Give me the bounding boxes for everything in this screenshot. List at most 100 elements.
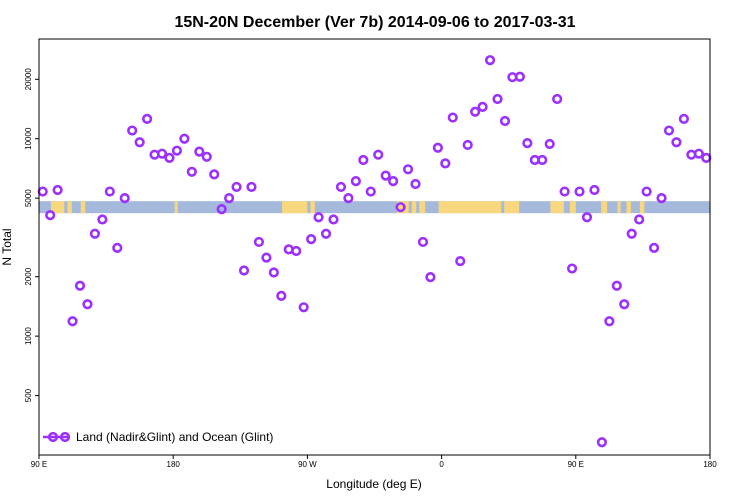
data-point xyxy=(119,193,130,204)
y-tick-label: 1000 xyxy=(24,327,33,345)
data-points xyxy=(37,55,712,448)
data-point xyxy=(455,255,466,267)
y-tick-label: 5000 xyxy=(24,189,33,207)
map-land xyxy=(80,201,86,214)
data-point xyxy=(671,137,682,148)
data-point xyxy=(291,245,302,257)
data-point xyxy=(328,214,339,225)
data-point xyxy=(82,299,93,310)
data-point xyxy=(373,149,384,160)
data-point xyxy=(574,186,585,197)
y-tick-label: 500 xyxy=(24,388,33,402)
data-point xyxy=(410,178,421,190)
data-point xyxy=(224,193,235,204)
data-point xyxy=(544,138,555,150)
data-point xyxy=(626,228,637,239)
data-point xyxy=(462,139,473,151)
x-tick-label: 180 xyxy=(703,460,717,469)
data-point xyxy=(253,236,265,248)
legend: Land (Nadir&Glint) and Ocean (Glint) xyxy=(43,430,273,444)
map-land xyxy=(626,201,631,214)
map-strip xyxy=(39,201,710,214)
data-point xyxy=(231,181,242,193)
data-point xyxy=(97,214,108,225)
data-point xyxy=(298,302,309,313)
map-land xyxy=(310,201,315,214)
legend-label: Land (Nadir&Glint) and Ocean (Glint) xyxy=(76,430,273,444)
data-point xyxy=(470,106,481,117)
data-point xyxy=(67,316,78,327)
data-point xyxy=(656,193,667,204)
data-point xyxy=(142,113,153,125)
data-point xyxy=(37,186,48,197)
map-ocean xyxy=(39,201,710,214)
data-point xyxy=(559,186,570,197)
data-point xyxy=(499,115,511,127)
data-point xyxy=(171,145,183,156)
data-point xyxy=(619,299,630,310)
data-point xyxy=(238,265,250,276)
data-point xyxy=(648,242,660,253)
data-point xyxy=(388,176,399,187)
data-point xyxy=(596,437,607,448)
map-land xyxy=(617,201,621,214)
plot-frame xyxy=(38,38,711,456)
map-land xyxy=(601,201,608,214)
x-axis-label: Longitude (deg E) xyxy=(326,477,421,491)
data-point xyxy=(134,137,145,148)
data-point xyxy=(484,55,496,66)
data-point xyxy=(417,236,429,248)
y-tick-label: 10000 xyxy=(24,127,33,150)
data-point xyxy=(186,166,197,177)
data-point xyxy=(320,228,332,239)
data-point xyxy=(663,125,675,136)
map-land xyxy=(174,201,178,214)
data-point xyxy=(432,142,443,153)
map-land xyxy=(419,201,426,214)
data-point xyxy=(611,280,622,291)
y-axis-label: N Total xyxy=(0,228,14,265)
data-point xyxy=(701,152,712,163)
data-point xyxy=(477,101,488,112)
data-point xyxy=(343,193,354,204)
map-land xyxy=(639,201,645,214)
data-point xyxy=(514,71,525,82)
data-point xyxy=(492,93,503,105)
data-point xyxy=(156,148,168,159)
data-point xyxy=(425,272,436,283)
data-point xyxy=(89,228,101,239)
data-point xyxy=(678,113,690,125)
data-point xyxy=(164,152,175,163)
data-point xyxy=(566,263,578,274)
data-point xyxy=(522,138,533,149)
data-point xyxy=(127,125,138,136)
data-point xyxy=(634,214,645,225)
data-point xyxy=(447,112,458,123)
map-land xyxy=(411,201,417,214)
x-axis: 90 E 180 90 W 0 90 E 180 xyxy=(31,455,717,469)
x-tick-label: 90 W xyxy=(298,460,317,469)
data-point xyxy=(537,154,548,166)
data-point xyxy=(358,154,369,166)
map-land xyxy=(282,201,308,214)
x-tick-label: 90 E xyxy=(568,460,584,469)
data-point xyxy=(45,210,56,221)
data-point xyxy=(179,133,190,144)
data-point xyxy=(216,204,227,215)
x-tick-label: 180 xyxy=(167,460,181,469)
y-axis: 500 1000 2000 5000 10000 20000 xyxy=(24,68,39,402)
chart-title: 15N-20N December (Ver 7b) 2014-09-06 to … xyxy=(174,14,575,31)
data-point xyxy=(74,280,86,291)
data-point xyxy=(112,242,123,253)
data-point xyxy=(52,184,63,196)
data-point xyxy=(604,316,615,327)
map-land xyxy=(50,201,65,214)
data-point xyxy=(440,158,451,169)
legend-marker xyxy=(47,431,59,443)
map-land xyxy=(504,201,520,214)
y-tick-label: 2000 xyxy=(24,267,33,285)
data-point xyxy=(201,151,212,162)
data-point xyxy=(194,146,205,157)
data-point xyxy=(641,186,652,197)
